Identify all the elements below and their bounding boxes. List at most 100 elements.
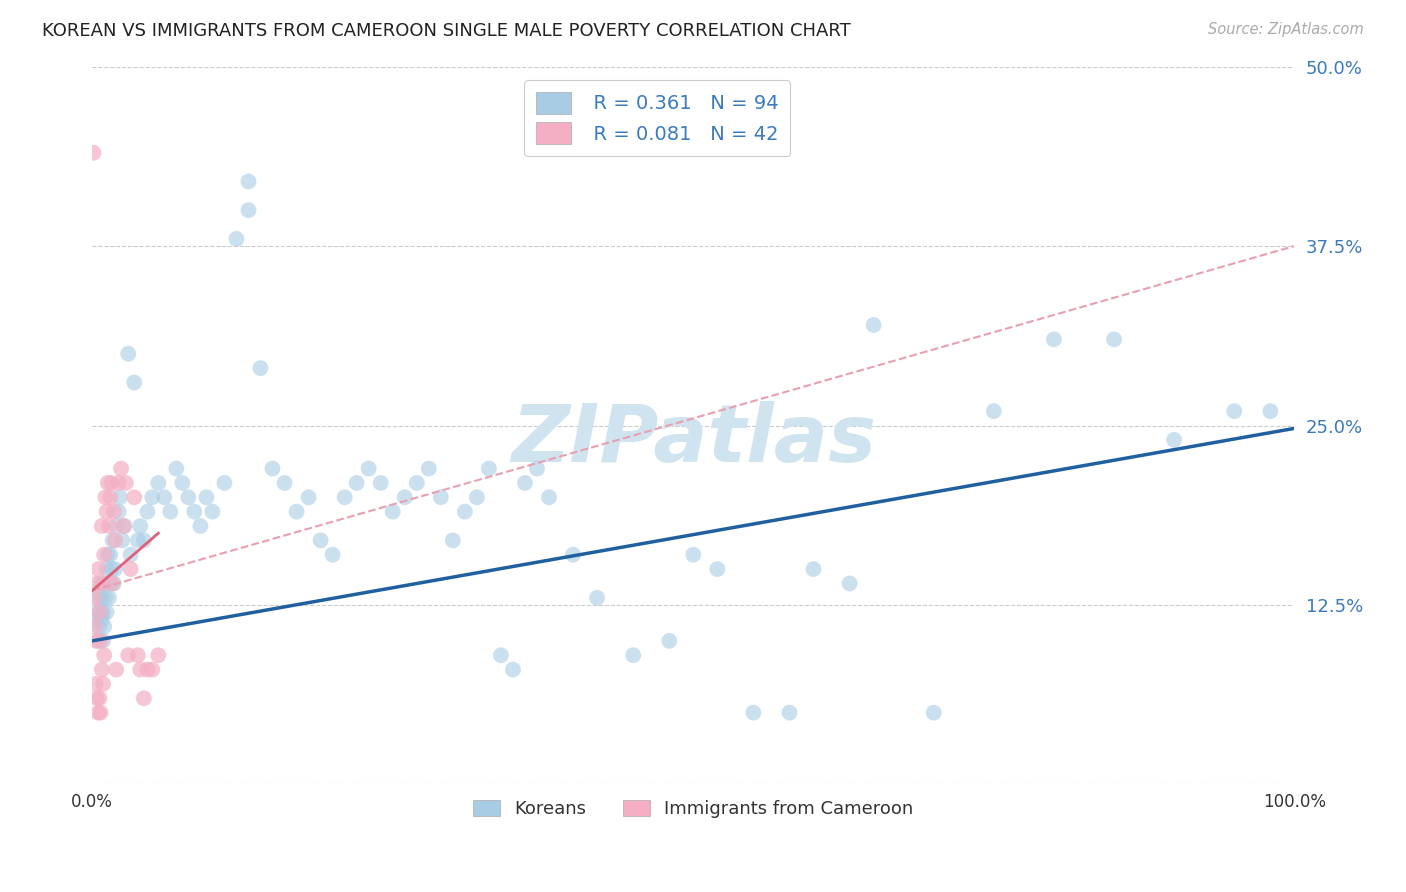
Point	[394, 491, 416, 505]
Point	[370, 475, 392, 490]
Point	[98, 576, 121, 591]
Point	[621, 648, 644, 663]
Point	[90, 591, 112, 605]
Point	[273, 475, 295, 490]
Text: ZIPatlas: ZIPatlas	[510, 401, 876, 479]
Point	[838, 576, 860, 591]
Point	[94, 591, 117, 605]
Text: KOREAN VS IMMIGRANTS FROM CAMEROON SINGLE MALE POVERTY CORRELATION CHART: KOREAN VS IMMIGRANTS FROM CAMEROON SINGL…	[42, 22, 851, 40]
Point	[96, 505, 118, 519]
Point	[706, 562, 728, 576]
Point	[1102, 332, 1125, 346]
Point	[132, 533, 155, 548]
Point	[83, 591, 105, 605]
Point	[526, 461, 548, 475]
Point	[120, 562, 142, 576]
Point	[84, 612, 107, 626]
Point	[91, 677, 114, 691]
Point	[322, 548, 344, 562]
Point	[513, 475, 536, 490]
Point	[91, 605, 114, 619]
Point	[148, 648, 170, 663]
Point	[297, 491, 319, 505]
Point	[214, 475, 236, 490]
Point	[1043, 332, 1066, 346]
Point	[430, 491, 453, 505]
Point	[357, 461, 380, 475]
Point	[136, 663, 159, 677]
Point	[101, 576, 124, 591]
Point	[418, 461, 440, 475]
Point	[98, 591, 121, 605]
Point	[136, 505, 159, 519]
Point	[465, 491, 488, 505]
Legend: Koreans, Immigrants from Cameroon: Koreans, Immigrants from Cameroon	[465, 793, 921, 826]
Point	[489, 648, 512, 663]
Point	[405, 475, 427, 490]
Point	[159, 505, 181, 519]
Point	[87, 591, 110, 605]
Point	[238, 174, 260, 188]
Point	[90, 519, 112, 533]
Point	[111, 533, 134, 548]
Point	[537, 491, 560, 505]
Point	[803, 562, 825, 576]
Point	[1223, 404, 1246, 418]
Point	[778, 706, 800, 720]
Point	[89, 691, 111, 706]
Text: Source: ZipAtlas.com: Source: ZipAtlas.com	[1208, 22, 1364, 37]
Point	[127, 648, 149, 663]
Point	[922, 706, 945, 720]
Point	[195, 491, 218, 505]
Point	[97, 475, 120, 490]
Point	[478, 461, 501, 475]
Point	[441, 533, 464, 548]
Point	[103, 505, 125, 519]
Point	[127, 533, 149, 548]
Point	[129, 519, 152, 533]
Point	[132, 691, 155, 706]
Point	[122, 376, 145, 390]
Point	[90, 605, 112, 619]
Point	[87, 706, 110, 720]
Point	[983, 404, 1005, 418]
Point	[108, 491, 131, 505]
Point	[86, 605, 108, 619]
Point	[381, 505, 404, 519]
Point	[165, 461, 187, 475]
Point	[1163, 433, 1185, 447]
Point	[110, 461, 132, 475]
Point	[101, 533, 124, 548]
Point	[502, 663, 524, 677]
Point	[562, 548, 585, 562]
Point	[83, 619, 105, 633]
Point	[105, 663, 128, 677]
Point	[249, 361, 271, 376]
Point	[122, 491, 145, 505]
Point	[103, 576, 125, 591]
Point	[117, 648, 139, 663]
Point	[104, 533, 127, 548]
Point	[84, 633, 107, 648]
Point	[262, 461, 284, 475]
Point	[100, 475, 122, 490]
Point	[141, 663, 163, 677]
Point	[225, 232, 247, 246]
Point	[89, 605, 111, 619]
Point	[82, 145, 104, 160]
Point	[86, 691, 108, 706]
Point	[148, 475, 170, 490]
Point	[93, 619, 115, 633]
Point	[107, 475, 129, 490]
Point	[309, 533, 332, 548]
Point	[114, 519, 136, 533]
Point	[862, 318, 884, 332]
Point	[333, 491, 356, 505]
Point	[115, 475, 138, 490]
Point	[87, 562, 110, 576]
Point	[98, 491, 121, 505]
Point	[120, 548, 142, 562]
Point	[112, 519, 135, 533]
Point	[183, 505, 205, 519]
Point	[586, 591, 609, 605]
